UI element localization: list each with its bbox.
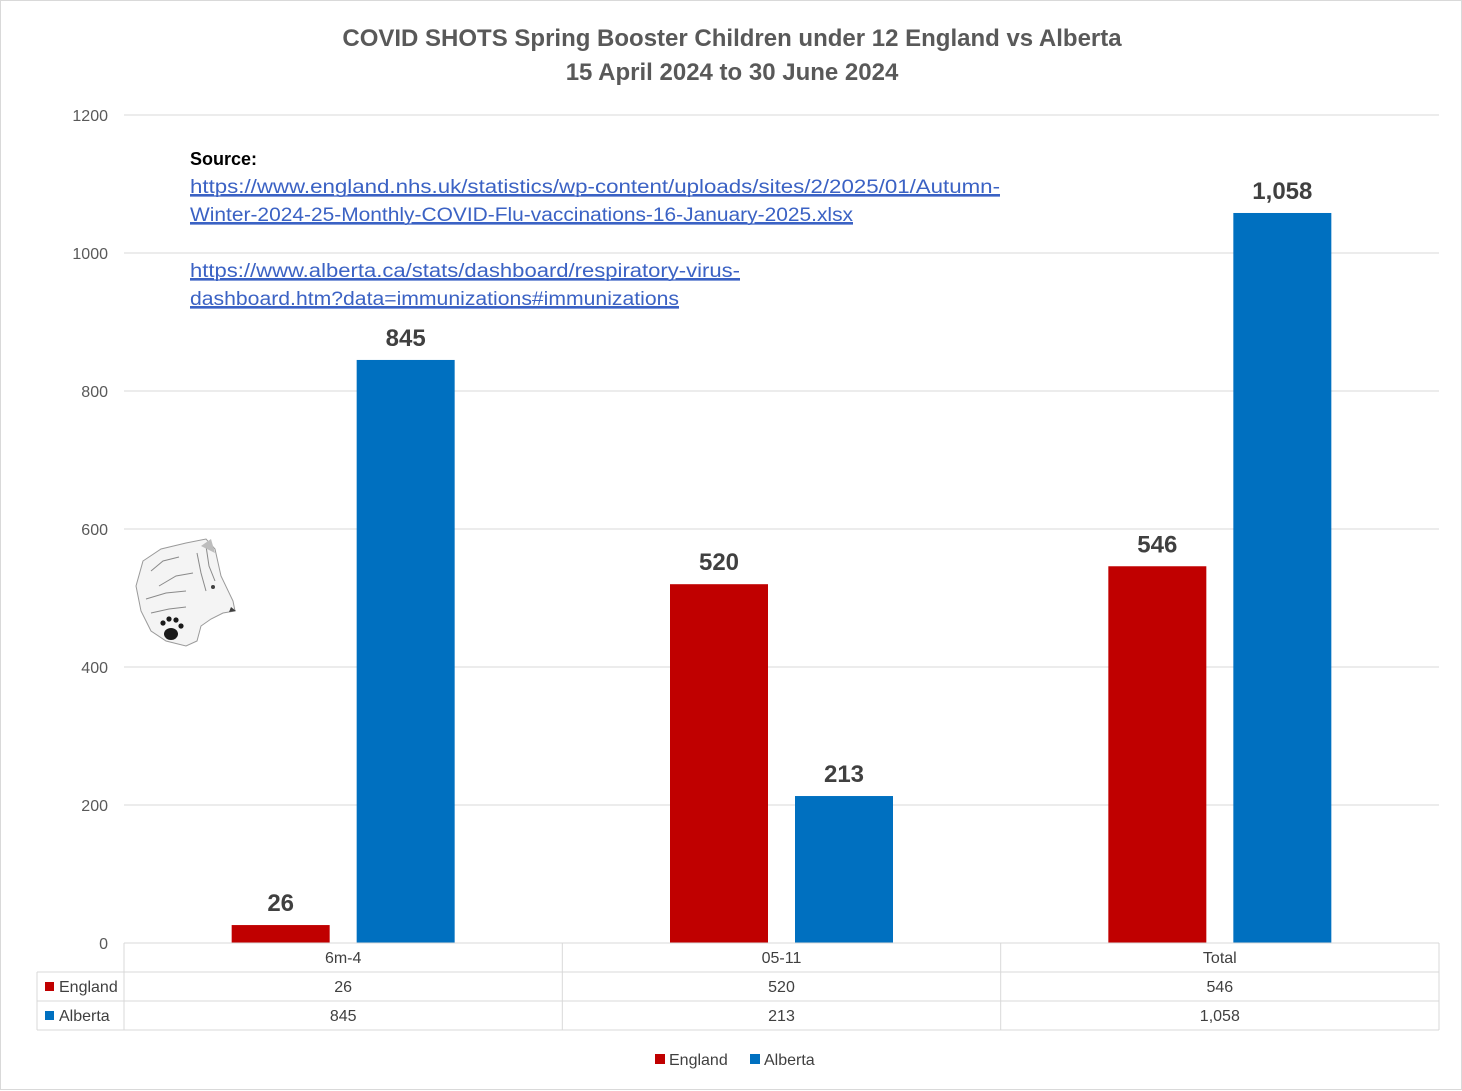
y-tick-label-200: 200: [81, 798, 108, 815]
y-axis-tick-labels: 0 200 400 600 800 1000 1200: [72, 108, 108, 953]
source-link-alberta-line-2[interactable]: dashboard.htm?data=immunizations#immuniz…: [190, 289, 679, 310]
legend: England Alberta: [655, 1052, 815, 1069]
table-cell-alberta-05-11: 213: [768, 1008, 795, 1025]
bar-alberta-total: [1233, 212, 1332, 944]
bar-england-total: [1108, 566, 1207, 943]
legend-label-england: England: [669, 1052, 728, 1069]
bars: [231, 212, 1332, 944]
table-cell-alberta-total: 1,058: [1200, 1008, 1240, 1025]
table-key-england: [45, 982, 54, 991]
source-link-england-line-2[interactable]: Winter-2024-25-Monthly-COVID-Flu-vaccina…: [190, 205, 854, 226]
bar-england-05-11: [670, 584, 768, 943]
data-label-alberta-05-11: 213: [824, 761, 864, 788]
data-label-alberta-6m-4: 845: [386, 325, 426, 352]
y-tick-label-400: 400: [81, 660, 108, 677]
table-cell-england-6m-4: 26: [334, 979, 352, 996]
data-table: 6m-4 05-11 Total England 26 520 546 Alberta 845 2…: [36, 942, 1440, 1031]
data-label-england-6m-4: 26: [267, 890, 294, 917]
table-header-6m-4: 6m-4: [325, 950, 362, 967]
bar-england-6m-4: [231, 925, 330, 943]
data-label-england-total: 546: [1137, 531, 1177, 558]
gridlines: [124, 114, 1439, 806]
y-tick-label-800: 800: [81, 384, 108, 401]
source-link-alberta-line-1[interactable]: https://www.alberta.ca/stats/dashboard/r…: [190, 261, 740, 282]
source-annotation: Source: https://www.england.nhs.uk/stati…: [190, 149, 1000, 310]
data-label-england-05-11: 520: [699, 549, 739, 576]
table-header-total: Total: [1203, 950, 1237, 967]
table-key-alberta: [45, 1011, 54, 1020]
y-tick-label-1000: 1000: [72, 246, 108, 263]
table-row-label-england: England: [59, 979, 118, 996]
chart-title: COVID SHOTS Spring Booster Children unde…: [342, 25, 1122, 86]
wolf-logo-icon: [135, 538, 236, 647]
chart-title-line-1: COVID SHOTS Spring Booster Children unde…: [342, 25, 1122, 52]
legend-label-alberta: Alberta: [764, 1052, 815, 1069]
source-link-england-line-1[interactable]: https://www.england.nhs.uk/statistics/wp…: [190, 177, 1000, 198]
data-labels: 26 845 520 213 546 1,058: [267, 178, 1312, 917]
bar-alberta-6m-4: [356, 359, 455, 943]
data-label-alberta-total: 1,058: [1252, 178, 1312, 205]
legend-swatch-alberta: [750, 1054, 760, 1064]
table-cell-england-05-11: 520: [768, 979, 795, 996]
legend-swatch-england: [655, 1054, 665, 1064]
bar-alberta-05-11: [795, 796, 893, 943]
source-label: Source:: [190, 149, 257, 169]
table-cell-alberta-6m-4: 845: [330, 1008, 357, 1025]
chart-title-line-2: 15 April 2024 to 30 June 2024: [566, 59, 899, 86]
y-tick-label-600: 600: [81, 522, 108, 539]
table-row-label-alberta: Alberta: [59, 1008, 110, 1025]
table-cell-england-total: 546: [1206, 979, 1233, 996]
table-header-05-11: 05-11: [762, 950, 802, 967]
y-tick-label-0: 0: [99, 936, 108, 953]
y-tick-label-1200: 1200: [72, 108, 108, 125]
